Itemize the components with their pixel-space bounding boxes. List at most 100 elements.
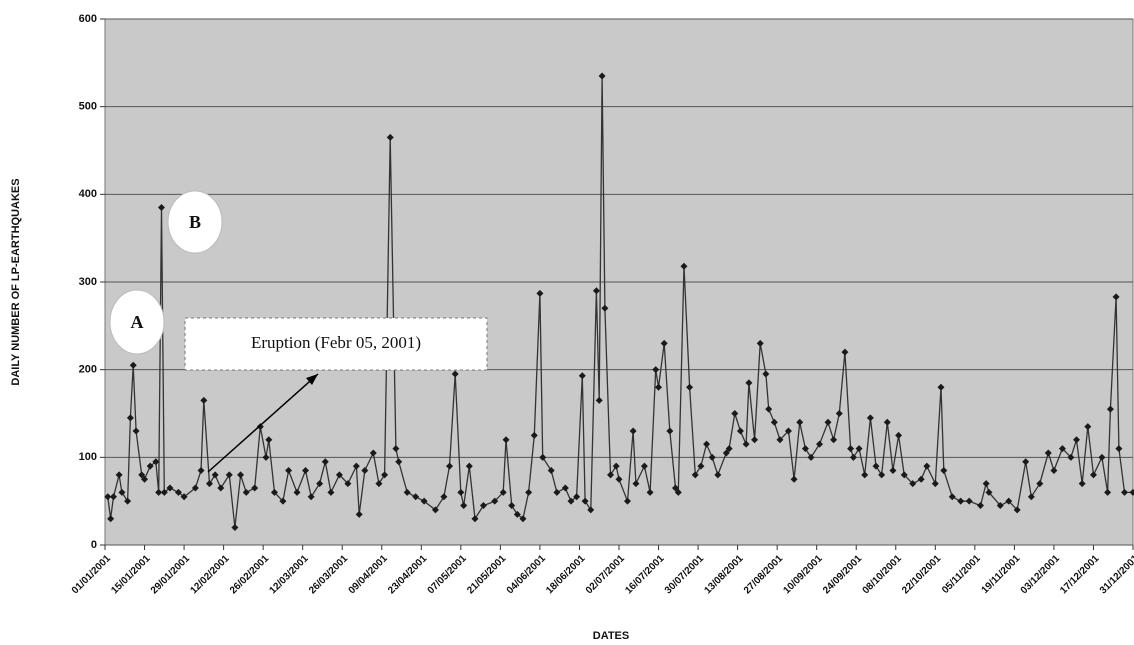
data-point	[666, 427, 674, 435]
data-point	[940, 466, 948, 474]
data-point	[191, 484, 199, 492]
data-point	[525, 488, 533, 496]
data-point	[1022, 458, 1030, 466]
data-point	[790, 475, 798, 483]
data-point	[816, 440, 824, 448]
data-point	[502, 436, 510, 444]
x-tick-label: 19/11/2001	[980, 553, 1023, 596]
data-point	[1013, 506, 1021, 514]
x-tick-label: 03/12/2001	[1019, 553, 1062, 596]
data-point	[256, 423, 264, 431]
data-point	[646, 488, 654, 496]
data-point	[491, 497, 499, 505]
data-point	[937, 383, 945, 391]
data-point	[460, 502, 468, 510]
data-point	[731, 410, 739, 417]
arrow-head	[306, 374, 318, 385]
x-tick-label: 15/01/2001	[109, 553, 152, 596]
data-point	[386, 133, 394, 141]
data-point	[237, 471, 245, 479]
data-point	[200, 396, 208, 404]
data-point	[1027, 493, 1035, 501]
data-point	[595, 396, 603, 404]
data-point	[847, 445, 855, 453]
data-point	[457, 488, 465, 496]
data-point	[573, 493, 581, 501]
data-point	[1044, 449, 1052, 457]
data-point	[335, 471, 343, 479]
data-point	[895, 431, 903, 439]
annotation: B	[189, 212, 201, 232]
data-point	[587, 506, 595, 514]
y-tick-label: 200	[79, 364, 97, 376]
data-point	[708, 453, 716, 461]
data-point	[395, 458, 403, 466]
data-point	[160, 488, 168, 496]
data-point	[146, 462, 154, 470]
data-point	[866, 414, 874, 422]
data-point	[878, 471, 886, 479]
data-point	[660, 339, 668, 347]
x-tick-label: 13/08/2001	[702, 553, 745, 596]
data-point	[745, 379, 753, 387]
x-tick-label: 23/04/2001	[386, 553, 429, 596]
data-point	[293, 488, 301, 496]
data-point	[242, 488, 250, 496]
x-tick-label: 04/06/2001	[505, 553, 548, 596]
data-point	[872, 462, 880, 470]
data-point	[680, 262, 688, 270]
data-point	[996, 502, 1004, 510]
data-point	[155, 488, 163, 496]
y-tick-label: 300	[79, 276, 97, 288]
data-point	[321, 458, 329, 466]
data-point	[581, 497, 589, 505]
x-tick-label: 26/02/2001	[228, 553, 271, 596]
data-point	[355, 510, 363, 518]
data-point	[141, 475, 149, 483]
data-point	[976, 502, 984, 510]
data-point	[157, 203, 165, 211]
data-point	[830, 436, 838, 444]
data-point	[352, 462, 360, 470]
data-point	[855, 445, 863, 453]
y-tick-label: 600	[79, 13, 97, 25]
data-point	[948, 493, 956, 501]
data-point	[262, 453, 270, 461]
data-point	[1084, 423, 1092, 431]
x-tick-label: 12/02/2001	[188, 553, 231, 596]
data-point	[889, 466, 897, 474]
data-point	[674, 488, 682, 496]
data-point	[1067, 453, 1075, 461]
data-point	[519, 515, 527, 523]
data-point	[446, 462, 454, 470]
x-tick-label: 24/09/2001	[821, 553, 864, 596]
x-tick-label: 09/04/2001	[347, 553, 390, 596]
data-point	[917, 475, 925, 483]
data-point	[132, 427, 140, 435]
x-tick-label: 30/07/2001	[663, 553, 706, 596]
data-point	[861, 471, 869, 479]
data-point	[231, 523, 239, 531]
data-point	[640, 462, 648, 470]
data-point	[909, 480, 917, 488]
data-point	[513, 510, 521, 518]
data-point	[982, 480, 990, 488]
x-tick-label: 02/07/2001	[584, 553, 627, 596]
data-point	[129, 361, 137, 369]
x-tick-label: 17/12/2001	[1058, 553, 1101, 596]
data-point	[561, 484, 569, 492]
data-point	[1078, 480, 1086, 488]
data-point	[1115, 445, 1123, 453]
annotation-arrow	[207, 373, 319, 473]
data-point	[703, 440, 711, 448]
data-point	[615, 475, 623, 483]
data-point	[776, 436, 784, 444]
data-point	[431, 506, 439, 514]
data-point	[465, 462, 473, 470]
data-point	[440, 493, 448, 501]
data-point	[807, 453, 815, 461]
data-point	[1058, 445, 1066, 453]
data-point	[375, 480, 383, 488]
data-point	[1036, 480, 1044, 488]
